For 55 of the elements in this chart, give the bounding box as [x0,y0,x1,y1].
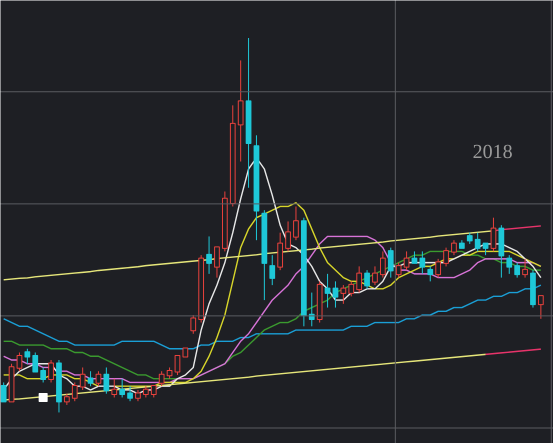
candlestick [40,366,46,383]
candlestick [103,366,110,394]
candlestick [293,206,299,241]
candlestick [0,382,7,402]
candlestick [419,250,426,274]
candlestick [150,384,157,398]
candlestick [538,295,544,320]
candlestick [285,220,291,252]
candlestick [135,389,141,402]
candlestick [482,242,488,256]
candlestick [348,280,354,297]
candlestick [451,240,457,256]
candlestick [356,266,362,294]
candlestick [443,247,449,267]
candlestick [214,246,220,278]
candlestick [88,370,94,387]
candlestick [404,250,410,271]
candlestick [190,314,196,334]
candlestick [427,266,434,282]
annotation: 2018 [472,141,513,164]
candlestick [380,250,386,278]
candlestick [119,378,126,398]
candlestick [166,366,172,380]
candlestick [388,247,394,278]
candlestick [332,280,338,308]
candlestick [269,254,276,286]
candlestick [435,258,442,278]
candlestick [364,270,370,290]
candlestick [48,359,54,383]
candlestick [64,393,70,406]
candlestick [16,352,22,372]
candlestick [490,217,496,252]
candlestick [72,382,78,402]
candlestick [238,60,244,162]
candlestick [277,232,284,271]
candlestick [80,366,86,390]
candlestick [158,370,165,387]
candlestick [142,386,149,398]
candlestick [514,262,520,278]
candlestick [474,232,481,252]
candlestick [522,258,528,278]
candlestick [466,232,473,244]
candlestick [32,352,38,372]
candlestick [206,236,212,274]
candlestick [372,266,378,286]
candlestick [127,386,133,402]
candlestick [340,284,346,304]
candlestick [96,370,102,387]
candlestick [396,262,402,278]
candlestick [506,254,512,274]
candlestick [324,273,330,308]
candlestick [111,378,118,398]
candlestick [24,348,30,364]
candlestick [174,355,180,376]
candlestick [412,250,418,264]
